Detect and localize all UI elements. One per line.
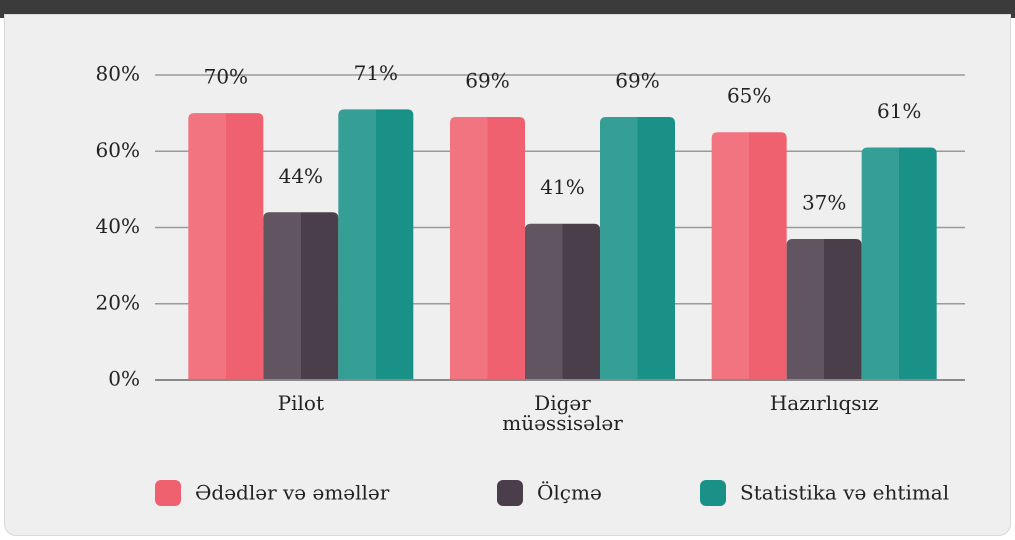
value-label: 69% — [615, 68, 659, 92]
x-tick-label: Hazırlıqsız — [769, 391, 879, 415]
y-tick-label: 40% — [96, 214, 140, 238]
value-label: 37% — [802, 190, 846, 214]
x-tick-label: Digər müəssisələr — [502, 391, 623, 435]
bar-shade — [525, 223, 600, 380]
value-label: 61% — [877, 99, 921, 123]
y-tick-label: 20% — [96, 290, 140, 314]
bar-shade — [711, 132, 787, 380]
legend-label: Statistika və ehtimal — [740, 481, 949, 505]
bar-shade — [338, 109, 414, 380]
bar-shade — [861, 147, 937, 380]
value-label: 44% — [279, 164, 323, 188]
value-label: 41% — [540, 175, 584, 199]
value-label: 65% — [727, 84, 771, 108]
legend-swatch — [155, 480, 181, 506]
legend-label: Ədədlər və əməllər — [195, 481, 390, 505]
value-label: 69% — [465, 68, 509, 92]
header-bar — [0, 0, 1015, 18]
value-label: 71% — [354, 61, 398, 85]
legend-swatch — [497, 480, 523, 506]
legend-swatch — [700, 480, 726, 506]
bar-shade — [600, 116, 675, 380]
x-tick-label: Pilot — [277, 391, 324, 415]
bar-shade — [450, 116, 525, 380]
y-tick-label: 60% — [96, 138, 140, 162]
y-tick-label: 80% — [96, 62, 140, 86]
bar-shade — [188, 113, 264, 380]
legend-label: Ölçmə — [537, 480, 602, 505]
y-tick-label: 0% — [108, 367, 140, 391]
bar-shade — [786, 238, 862, 380]
value-label: 70% — [204, 65, 248, 89]
bar-shade — [263, 212, 339, 380]
